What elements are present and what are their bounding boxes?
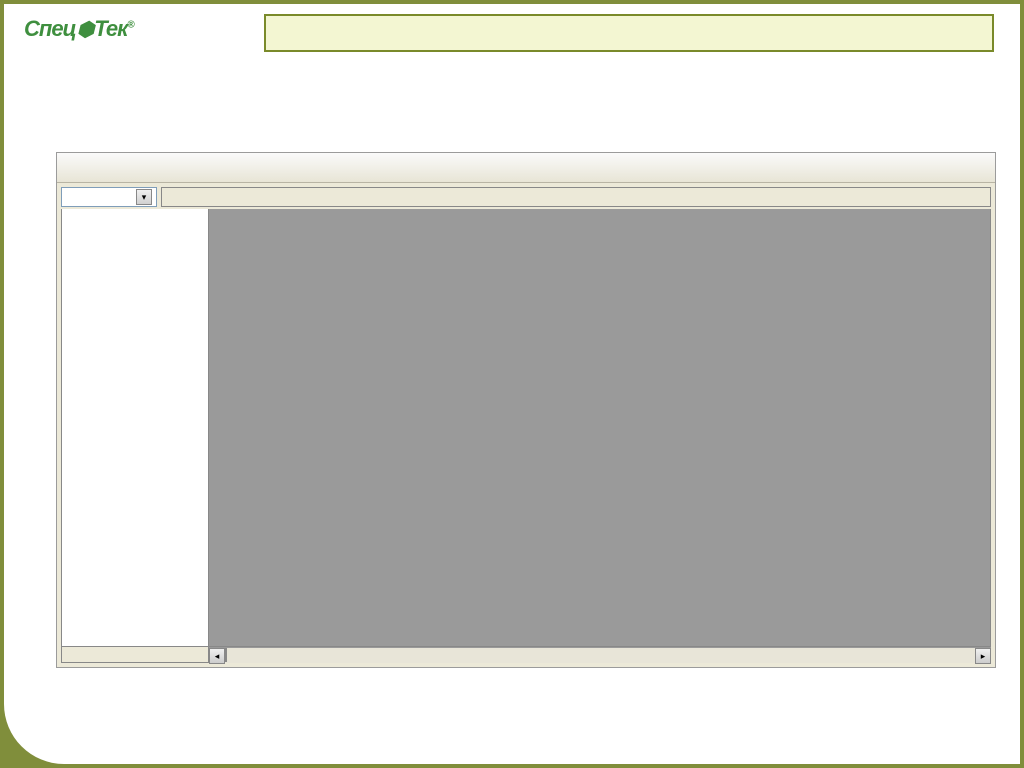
gantt-area[interactable]: [209, 209, 991, 647]
equipment-tree[interactable]: [61, 209, 209, 647]
workspace: ▾ ◂: [57, 183, 995, 667]
toolbar: [57, 153, 995, 183]
slide-inner: Спец⬢Тек® ▾: [4, 4, 1020, 764]
scroll-left-icon[interactable]: ◂: [209, 648, 225, 664]
h-scrollbar[interactable]: ◂ ▸: [209, 647, 991, 663]
slide-container: Спец⬢Тек® ▾: [0, 0, 1024, 768]
scroll-right-icon[interactable]: ▸: [975, 648, 991, 664]
tree-footer: [61, 647, 209, 663]
slide-title: [264, 14, 994, 52]
app-window: ▾ ◂: [56, 152, 996, 668]
chevron-down-icon[interactable]: ▾: [136, 189, 152, 205]
timeline-header[interactable]: [161, 187, 991, 207]
logo: Спец⬢Тек®: [24, 16, 134, 42]
period-select[interactable]: ▾: [61, 187, 157, 207]
